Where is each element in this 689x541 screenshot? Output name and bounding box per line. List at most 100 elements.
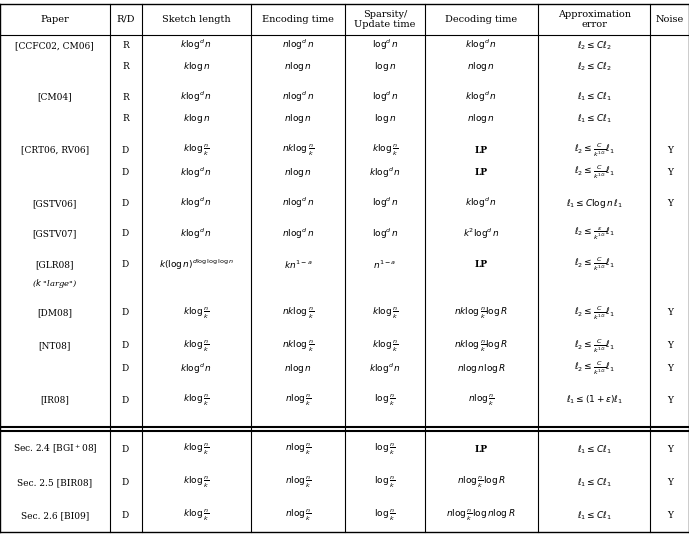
Text: $\ell_1 \leq C\ell_1$: $\ell_1 \leq C\ell_1$ <box>577 112 612 124</box>
Text: D: D <box>122 445 130 454</box>
Text: $\ell_2 \leq \frac{C}{k^{1/2}}\ell_1$: $\ell_2 \leq \frac{C}{k^{1/2}}\ell_1$ <box>574 360 615 377</box>
Text: LP: LP <box>475 146 488 155</box>
Text: $n\log n\log R$: $n\log n\log R$ <box>457 362 506 375</box>
Text: $n\log n$: $n\log n$ <box>284 362 312 375</box>
Text: $\ell_2 \leq \frac{C}{k^{1/2}}\ell_1$: $\ell_2 \leq \frac{C}{k^{1/2}}\ell_1$ <box>574 164 615 181</box>
Text: $\log\frac{n}{k}$: $\log\frac{n}{k}$ <box>374 508 395 523</box>
Text: D: D <box>122 199 130 208</box>
Text: $n\log\frac{n}{k}\log R$: $n\log\frac{n}{k}\log R$ <box>457 475 506 490</box>
Text: $n\log n$: $n\log n$ <box>467 60 495 73</box>
Text: $\ell_1 \leq C\ell_1$: $\ell_1 \leq C\ell_1$ <box>577 510 612 522</box>
Text: LP: LP <box>475 168 488 177</box>
Text: R: R <box>122 114 129 123</box>
Text: $k\log\frac{n}{k}$: $k\log\frac{n}{k}$ <box>183 508 209 523</box>
Text: $\ell_2 \leq \frac{C}{k^{1/2}}\ell_1$: $\ell_2 \leq \frac{C}{k^{1/2}}\ell_1$ <box>574 304 615 322</box>
Text: $kn^{1-a}$: $kn^{1-a}$ <box>284 259 313 271</box>
Text: [GSTV07]: [GSTV07] <box>32 229 77 239</box>
Text: $\ell_1 \leq C\log n\,\ell_1$: $\ell_1 \leq C\log n\,\ell_1$ <box>566 197 623 210</box>
Text: $k\log^d n$: $k\log^d n$ <box>181 166 212 180</box>
Text: D: D <box>122 229 130 239</box>
Text: $n\log\frac{n}{k}$: $n\log\frac{n}{k}$ <box>285 393 311 408</box>
Text: $\log^d n$: $\log^d n$ <box>371 227 398 241</box>
Text: $k\log n$: $k\log n$ <box>183 60 210 73</box>
Text: [GSTV06]: [GSTV06] <box>32 199 77 208</box>
Text: $\ell_1 \leq C\ell_1$: $\ell_1 \leq C\ell_1$ <box>577 91 612 103</box>
Text: D: D <box>122 478 130 487</box>
Text: $k\log\frac{n}{k}$: $k\log\frac{n}{k}$ <box>183 338 209 354</box>
Text: $k\log^d n$: $k\log^d n$ <box>465 38 497 52</box>
Text: $k\log\frac{n}{k}$: $k\log\frac{n}{k}$ <box>371 338 398 354</box>
Text: D: D <box>122 364 130 373</box>
Text: $\ell_2 \leq \frac{\epsilon}{k^{1/2}}\ell_1$: $\ell_2 \leq \frac{\epsilon}{k^{1/2}}\el… <box>574 226 615 242</box>
Text: $\log^d n$: $\log^d n$ <box>371 38 398 52</box>
Text: $k(\log n)^{d\log\log\log n}$: $k(\log n)^{d\log\log\log n}$ <box>159 258 234 272</box>
Text: LP: LP <box>475 445 488 454</box>
Text: Y: Y <box>667 364 672 373</box>
Text: $n\log\frac{n}{k}$: $n\log\frac{n}{k}$ <box>285 475 311 490</box>
Text: Y: Y <box>667 445 672 454</box>
Text: $n^{1-a}$: $n^{1-a}$ <box>373 259 397 271</box>
Text: Y: Y <box>667 308 672 318</box>
Text: $\ell_2 \leq \frac{C}{k^{1/2}}\ell_1$: $\ell_2 \leq \frac{C}{k^{1/2}}\ell_1$ <box>574 337 615 355</box>
Text: $\log\frac{n}{k}$: $\log\frac{n}{k}$ <box>374 442 395 457</box>
Text: $\log n$: $\log n$ <box>373 60 396 73</box>
Text: $n\log^d n$: $n\log^d n$ <box>282 38 314 52</box>
Text: $\log\frac{n}{k}$: $\log\frac{n}{k}$ <box>374 393 395 408</box>
Text: $nk\log\frac{n}{k}\log R$: $nk\log\frac{n}{k}\log R$ <box>454 305 508 321</box>
Text: D: D <box>122 341 130 351</box>
Text: $\log^d n$: $\log^d n$ <box>371 196 398 210</box>
Text: $k\log\frac{n}{k}$: $k\log\frac{n}{k}$ <box>183 475 209 490</box>
Text: Y: Y <box>667 478 672 487</box>
Text: [IR08]: [IR08] <box>41 395 70 405</box>
Text: $k\log\frac{n}{k}$: $k\log\frac{n}{k}$ <box>371 305 398 321</box>
Text: $k\log\frac{n}{k}$: $k\log\frac{n}{k}$ <box>183 143 209 158</box>
Text: $\log^d n$: $\log^d n$ <box>371 90 398 104</box>
Text: $n\log n$: $n\log n$ <box>467 112 495 125</box>
Text: $k^2\log^d n$: $k^2\log^d n$ <box>463 227 500 241</box>
Text: $k\log n$: $k\log n$ <box>183 112 210 125</box>
Text: ($k$ "large"): ($k$ "large") <box>32 277 77 290</box>
Text: Sec. 2.4 [BGI$^+$08]: Sec. 2.4 [BGI$^+$08] <box>12 443 97 456</box>
Text: $k\log^d n$: $k\log^d n$ <box>465 90 497 104</box>
Text: $k\log\frac{n}{k}$: $k\log\frac{n}{k}$ <box>183 393 209 408</box>
Text: $\log\frac{n}{k}$: $\log\frac{n}{k}$ <box>374 475 395 490</box>
Text: [CCFC02, CM06]: [CCFC02, CM06] <box>15 41 94 50</box>
Text: Y: Y <box>667 168 672 177</box>
Text: $n\log n$: $n\log n$ <box>284 166 312 179</box>
Text: [NT08]: [NT08] <box>39 341 71 351</box>
Text: R: R <box>122 62 129 71</box>
Text: $nk\log\frac{n}{k}$: $nk\log\frac{n}{k}$ <box>282 338 314 354</box>
Text: [GLR08]: [GLR08] <box>36 260 74 269</box>
Text: Sec. 2.5 [BIR08]: Sec. 2.5 [BIR08] <box>17 478 92 487</box>
Text: $\log n$: $\log n$ <box>373 112 396 125</box>
Text: D: D <box>122 308 130 318</box>
Text: $\ell_1 \leq (1+\epsilon)\ell_1$: $\ell_1 \leq (1+\epsilon)\ell_1$ <box>566 394 623 406</box>
Text: [CM04]: [CM04] <box>37 93 72 102</box>
Text: Sparsity/
Update time: Sparsity/ Update time <box>354 10 415 29</box>
Text: $n\log^d n$: $n\log^d n$ <box>282 196 314 210</box>
Text: $k\log^d n$: $k\log^d n$ <box>181 38 212 52</box>
Text: Noise: Noise <box>656 15 684 24</box>
Text: Y: Y <box>667 199 672 208</box>
Text: D: D <box>122 511 130 520</box>
Text: [DM08]: [DM08] <box>37 308 72 318</box>
Text: $k\log\frac{n}{k}$: $k\log\frac{n}{k}$ <box>371 143 398 158</box>
Text: $k\log^d n$: $k\log^d n$ <box>465 196 497 210</box>
Text: $\ell_1 \leq C\ell_1$: $\ell_1 \leq C\ell_1$ <box>577 477 612 489</box>
Text: Y: Y <box>667 146 672 155</box>
Text: $k\log\frac{n}{k}$: $k\log\frac{n}{k}$ <box>183 442 209 457</box>
Text: LP: LP <box>475 260 488 269</box>
Text: $\ell_2 \leq \frac{C}{k^{1/2}}\ell_1$: $\ell_2 \leq \frac{C}{k^{1/2}}\ell_1$ <box>574 141 615 159</box>
Text: $n\log n$: $n\log n$ <box>284 112 312 125</box>
Text: $nk\log\frac{n}{k}$: $nk\log\frac{n}{k}$ <box>282 143 314 158</box>
Text: R: R <box>122 41 129 50</box>
Text: Y: Y <box>667 341 672 351</box>
Text: Encoding time: Encoding time <box>263 15 334 24</box>
Text: $\ell_2 \leq C\ell_2$: $\ell_2 \leq C\ell_2$ <box>577 60 611 72</box>
Text: $k\log^d n$: $k\log^d n$ <box>369 361 401 375</box>
Text: $k\log^d n$: $k\log^d n$ <box>181 361 212 375</box>
Text: Sec. 2.6 [BI09]: Sec. 2.6 [BI09] <box>21 511 89 520</box>
Text: $\ell_2 \leq C\ell_2$: $\ell_2 \leq C\ell_2$ <box>577 39 611 51</box>
Text: Sketch length: Sketch length <box>162 15 231 24</box>
Text: $k\log\frac{n}{k}$: $k\log\frac{n}{k}$ <box>183 305 209 321</box>
